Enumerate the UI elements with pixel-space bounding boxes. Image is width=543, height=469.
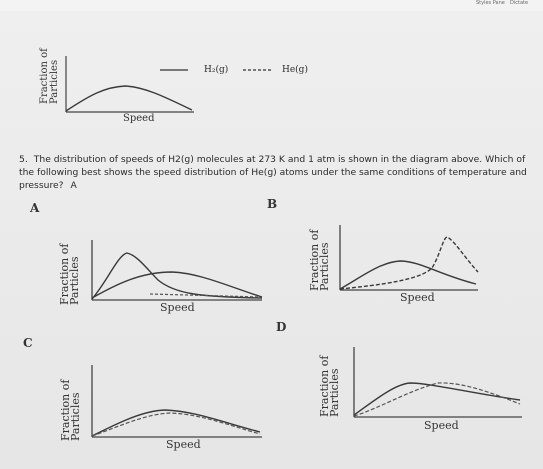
option-c-dashed-curve (91, 412, 261, 437)
written-answer: A (70, 180, 77, 191)
legend-he-label: He(g) (282, 65, 308, 75)
option-d-dashed-curve (353, 382, 521, 417)
top-graph-x-label: Speed (123, 113, 155, 124)
option-c-x-label: Speed (166, 438, 201, 451)
top-graph-h2-curve (65, 85, 193, 112)
option-c-letter: C (23, 336, 33, 350)
question-body: The distribution of speeds of H2(g) mole… (19, 154, 527, 191)
option-d-solid-curve (353, 382, 521, 416)
option-b-dashed-curve (339, 236, 479, 290)
styles-pane-button[interactable]: Styles Pane (476, 0, 505, 6)
option-b-x-label: Speed (400, 291, 435, 304)
question-page (0, 11, 543, 469)
option-a-letter: A (30, 201, 40, 215)
option-a-x-label: Speed (160, 301, 195, 314)
dictate-button[interactable]: Dictate (510, 0, 529, 6)
option-a-dashed-tail (149, 293, 261, 298)
option-d-x-label: Speed (424, 419, 459, 432)
option-c-solid-curve (91, 409, 261, 437)
option-b-letter: B (267, 197, 278, 211)
legend-h2-label: H₂(g) (204, 65, 229, 75)
option-b-solid-curve (339, 260, 477, 290)
question-number: 5. (19, 154, 28, 165)
option-a-second-curve (91, 271, 263, 299)
question-text: 5. The distribution of speeds of H2(g) mo… (19, 153, 529, 192)
option-d-letter: D (276, 320, 287, 334)
